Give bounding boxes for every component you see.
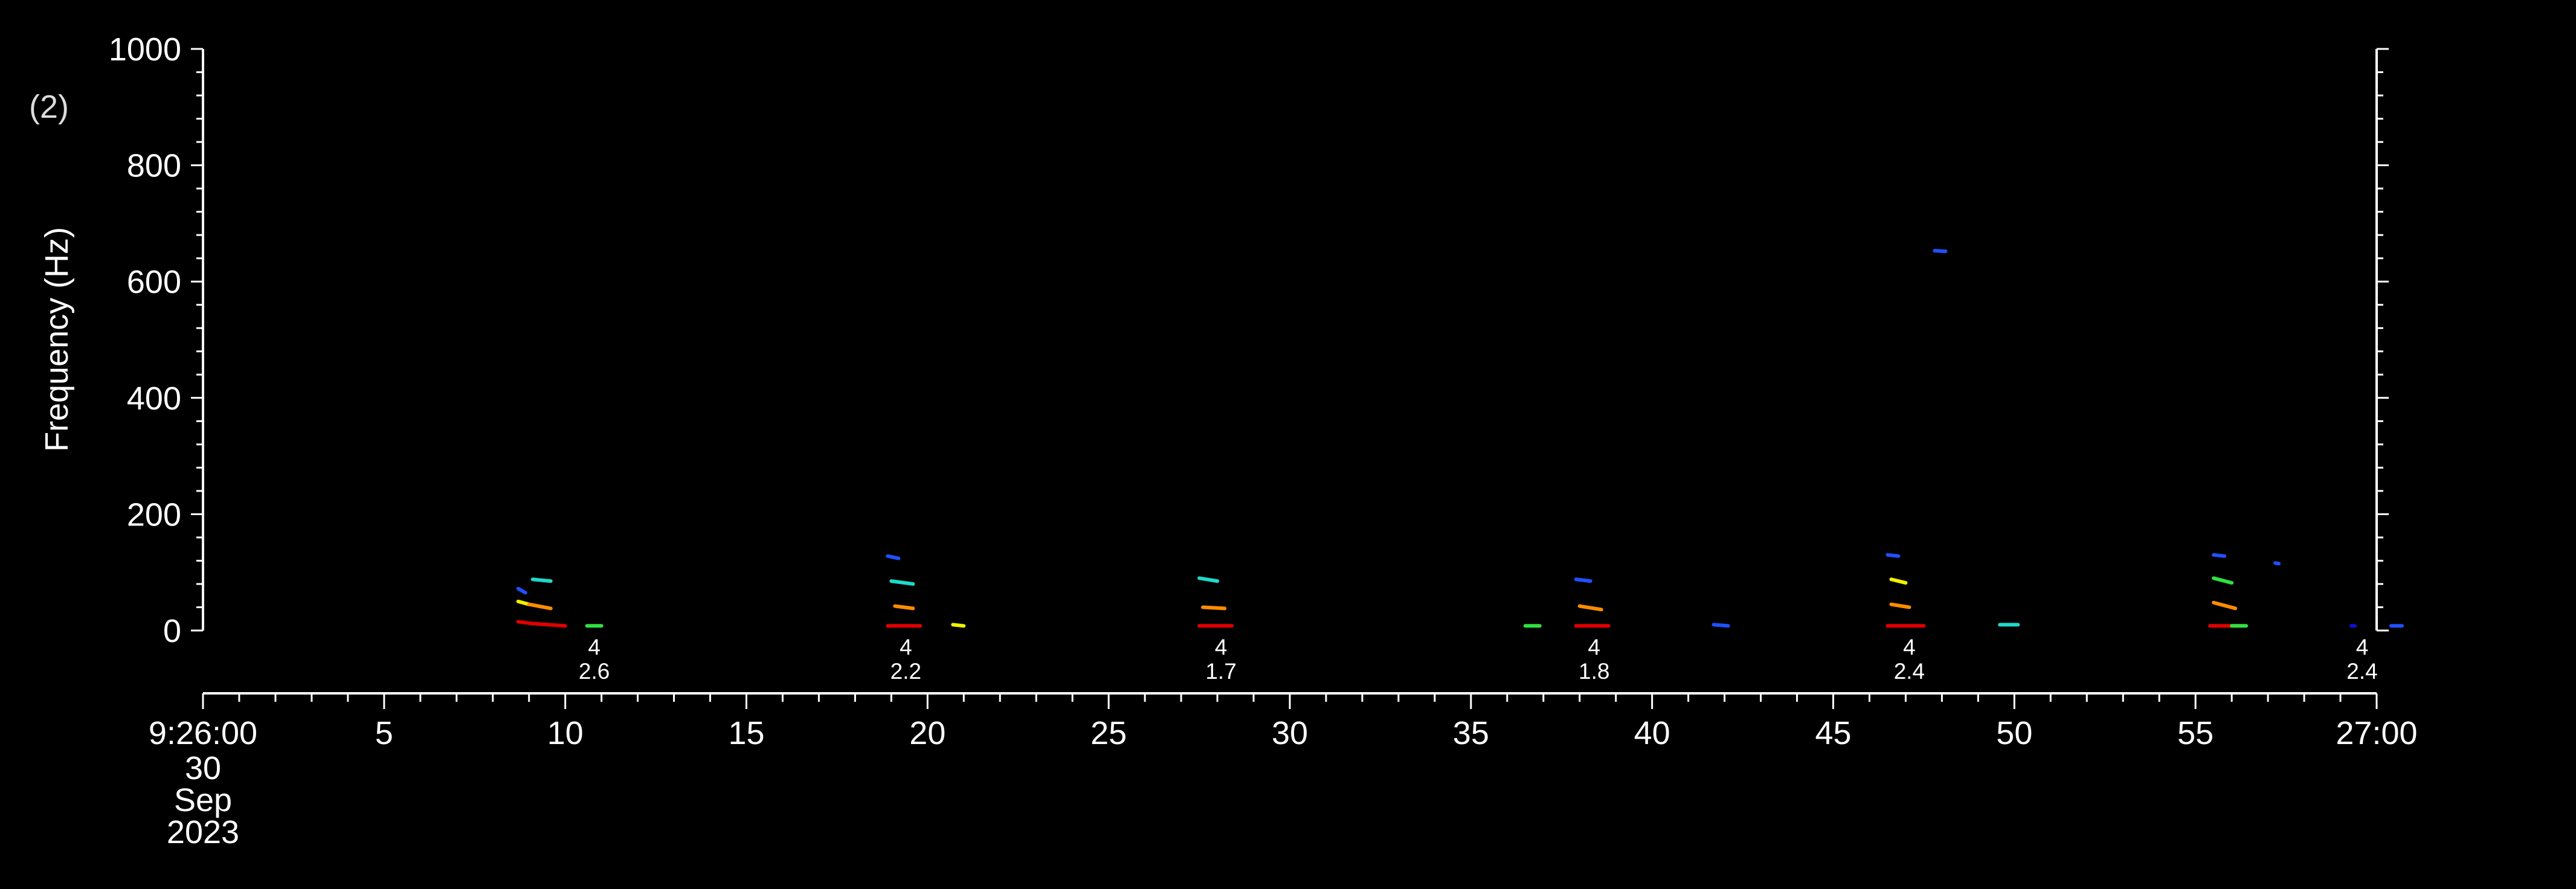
x-tick-label: 25 [1090, 715, 1127, 751]
date-label-month: Sep [174, 782, 232, 818]
x-tick-label: 35 [1453, 715, 1489, 751]
y-tick-label: 1000 [109, 31, 181, 68]
spectral-track [516, 620, 535, 626]
spectral-track [1889, 577, 1908, 585]
spectral-track [527, 602, 553, 611]
x-tick-label: 50 [1996, 715, 2032, 751]
spectral-track [1577, 604, 1603, 612]
x-tick-label: 27:00 [2336, 715, 2417, 751]
date-label-day: 30 [185, 750, 221, 786]
spectral-track [530, 577, 553, 583]
spectral-track [2212, 576, 2234, 585]
spectral-track [893, 604, 915, 611]
date-label-year: 2023 [167, 814, 239, 850]
marks-layer [516, 249, 2404, 628]
annotation-count: 4 [900, 635, 912, 660]
x-tick-label: 10 [547, 715, 584, 751]
spectral-track [516, 586, 527, 595]
annotation-value: 1.8 [1579, 659, 1609, 684]
x-tick-label: 20 [909, 715, 945, 751]
y-tick-label: 0 [163, 613, 181, 649]
spectral-track [1201, 605, 1227, 611]
x-tick-label: 55 [2177, 715, 2214, 751]
spectral-track [886, 554, 901, 560]
annotation-value: 2.6 [579, 659, 610, 684]
x-tick-label: 30 [1272, 715, 1308, 751]
y-tick-label: 800 [127, 148, 181, 184]
y-tick-label: 400 [127, 380, 181, 417]
annotation-count: 4 [1588, 635, 1600, 660]
x-tick-label: 40 [1634, 715, 1670, 751]
annotation-value: 2.2 [890, 659, 921, 684]
spectral-track [1197, 576, 1220, 583]
spectral-track [1711, 623, 1730, 628]
x-tick-label: 45 [1815, 715, 1851, 751]
axes-layer [191, 48, 2389, 709]
annotation-count: 4 [1215, 635, 1228, 660]
spectral-track [889, 579, 915, 586]
spectral-track [951, 623, 966, 628]
annotation-value: 2.4 [1894, 659, 1925, 684]
annotation-count: 4 [2356, 635, 2369, 660]
x-tick-label: 5 [375, 715, 393, 751]
annotation-value: 1.7 [1205, 659, 1236, 684]
x-tick-label: 15 [728, 715, 764, 751]
annotation-count: 4 [588, 635, 601, 660]
annotation-count: 4 [1903, 635, 1916, 660]
spectral-track [1574, 577, 1592, 583]
spectral-track [2212, 553, 2227, 558]
spectral-track [2212, 600, 2238, 611]
labels-layer: (2) Frequency (Hz) 30 Sep 2023 0 200 400 60… [29, 31, 2418, 850]
spectral-track [516, 599, 531, 606]
y-tick-label: 600 [127, 264, 181, 300]
y-tick-label: 200 [127, 496, 181, 533]
spectral-track [1885, 553, 1901, 558]
annotation-value: 2.4 [2346, 659, 2377, 684]
y-axis-title: Frequency (Hz) [39, 227, 75, 452]
spectral-track [530, 621, 567, 628]
x-tick-label: 9:26:00 [149, 715, 257, 751]
spectral-track [1889, 602, 1911, 609]
panel-label: (2) [29, 89, 69, 125]
